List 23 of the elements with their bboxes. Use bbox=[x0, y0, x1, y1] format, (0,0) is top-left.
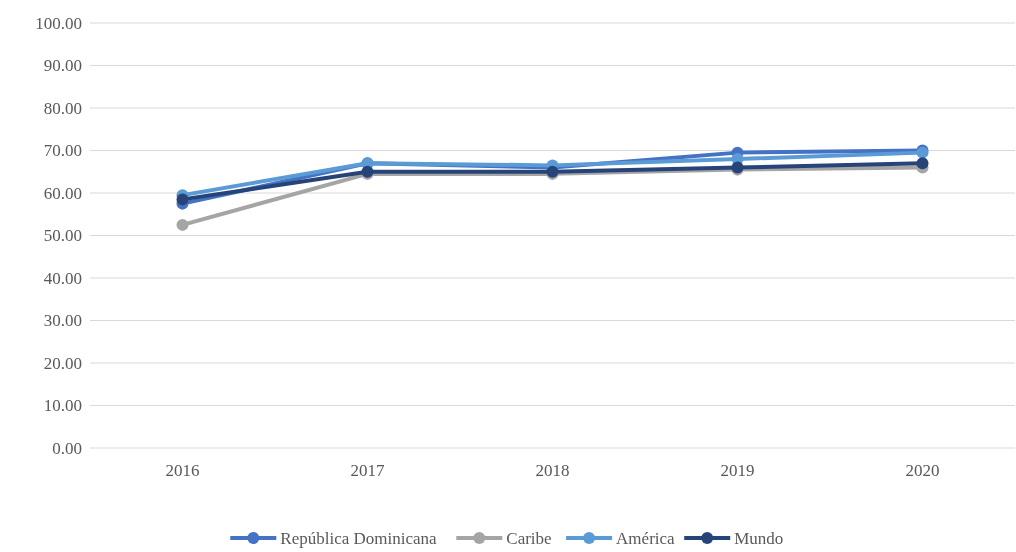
x-tick-label: 2019 bbox=[720, 460, 755, 480]
legend-label: República Dominicana bbox=[280, 528, 438, 548]
y-tick-label: 30.00 bbox=[43, 311, 82, 331]
x-tick-label: 2018 bbox=[535, 460, 570, 480]
x-tick-label: 2020 bbox=[905, 460, 940, 480]
y-tick-label: 20.00 bbox=[43, 353, 82, 373]
y-tick-label: 70.00 bbox=[43, 141, 82, 161]
y-tick-label: 50.00 bbox=[43, 226, 82, 246]
y-tick-label: 60.00 bbox=[43, 183, 82, 203]
y-tick-label: 100.00 bbox=[35, 13, 82, 33]
point bbox=[176, 193, 189, 206]
x-tick-label: 2016 bbox=[165, 460, 200, 480]
y-tick-label: 40.00 bbox=[43, 268, 82, 288]
point bbox=[916, 157, 929, 170]
y-tick-label: 80.00 bbox=[43, 98, 82, 118]
legend-label: América bbox=[616, 528, 676, 548]
y-tick-label: 10.00 bbox=[43, 396, 82, 416]
point bbox=[176, 218, 189, 231]
legend-label: Caribe bbox=[506, 528, 552, 548]
y-tick-label: 90.00 bbox=[43, 56, 82, 76]
y-tick-label: 0.00 bbox=[52, 438, 82, 458]
x-tick-label: 2017 bbox=[350, 460, 385, 480]
legend-label: Mundo bbox=[734, 528, 784, 548]
